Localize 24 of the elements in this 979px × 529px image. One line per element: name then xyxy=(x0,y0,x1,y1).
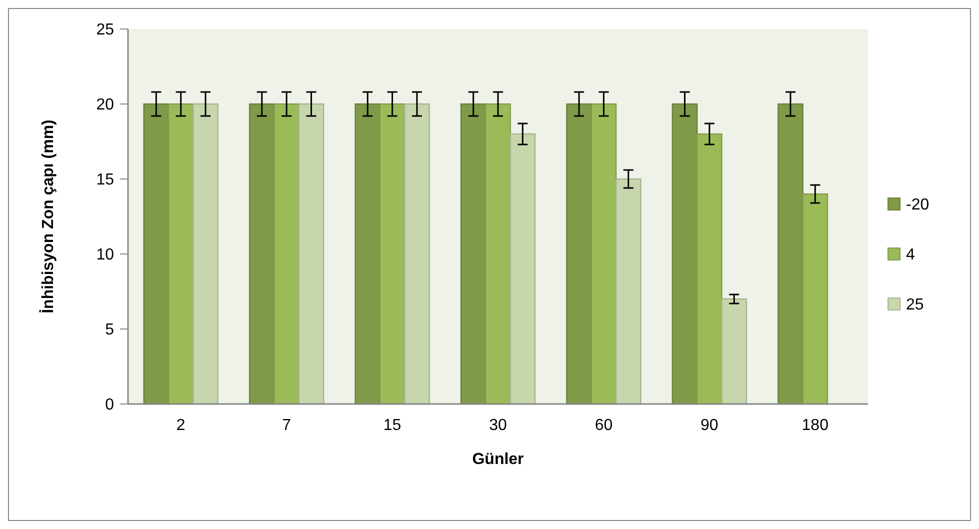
x-tick-label: 60 xyxy=(594,417,613,434)
y-tick-label: 10 xyxy=(96,246,114,264)
bar xyxy=(510,133,536,405)
y-tick-label: 0 xyxy=(105,396,114,414)
x-tick-label: 180 xyxy=(802,417,829,434)
bar xyxy=(298,103,324,405)
bar xyxy=(192,103,218,405)
y-tick-label: 15 xyxy=(96,172,114,189)
x-axis-title: Günler xyxy=(472,451,524,468)
y-axis-title: İnhibisyon Zon çapı (mm) xyxy=(39,120,57,314)
bar xyxy=(615,178,642,405)
y-tick-label: 20 xyxy=(96,96,114,114)
y-tick-label: 25 xyxy=(96,22,114,39)
x-tick-label: 90 xyxy=(700,417,718,434)
legend-label: 25 xyxy=(906,296,924,314)
x-tick-label: 7 xyxy=(282,417,292,434)
x-tick-label: 2 xyxy=(176,417,186,434)
bar xyxy=(404,103,430,405)
y-tick-label: 5 xyxy=(105,322,114,339)
bar xyxy=(721,298,748,405)
x-tick-label: 30 xyxy=(489,417,507,434)
legend-label: 4 xyxy=(906,246,915,264)
legend-label: -20 xyxy=(906,196,930,214)
x-tick-label: 15 xyxy=(383,417,402,434)
